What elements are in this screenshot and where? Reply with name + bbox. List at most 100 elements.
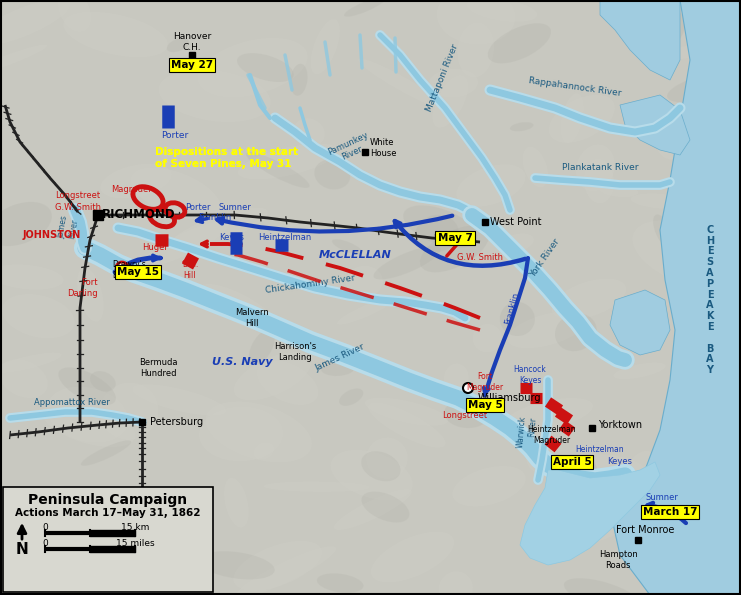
Text: Harrison's
Landing: Harrison's Landing [274, 342, 316, 362]
Ellipse shape [497, 233, 534, 253]
Ellipse shape [576, 458, 597, 481]
Ellipse shape [711, 24, 741, 64]
Ellipse shape [656, 126, 691, 160]
Text: Hanover
C.H.: Hanover C.H. [173, 32, 211, 52]
Ellipse shape [257, 361, 318, 405]
Text: White
House: White House [370, 138, 396, 158]
Ellipse shape [633, 220, 741, 289]
Ellipse shape [238, 143, 338, 179]
Text: Longstreet: Longstreet [56, 190, 101, 199]
Text: March 17: March 17 [642, 507, 697, 517]
Ellipse shape [0, 559, 18, 595]
Ellipse shape [439, 571, 473, 595]
Ellipse shape [614, 362, 665, 379]
Ellipse shape [574, 523, 623, 544]
Ellipse shape [648, 538, 741, 595]
Ellipse shape [452, 466, 526, 506]
Ellipse shape [332, 239, 362, 255]
Ellipse shape [631, 193, 688, 209]
Ellipse shape [679, 135, 741, 164]
Ellipse shape [467, 0, 537, 21]
Ellipse shape [368, 403, 445, 447]
Ellipse shape [345, 266, 383, 298]
Ellipse shape [432, 76, 468, 127]
Ellipse shape [90, 371, 116, 392]
Ellipse shape [659, 486, 721, 535]
Ellipse shape [365, 397, 448, 425]
Ellipse shape [366, 437, 408, 479]
Ellipse shape [0, 264, 64, 290]
Ellipse shape [337, 298, 395, 325]
Text: Porter: Porter [162, 130, 189, 139]
Ellipse shape [249, 330, 275, 365]
Ellipse shape [151, 552, 210, 595]
Ellipse shape [59, 0, 91, 32]
Text: May 5: May 5 [468, 400, 502, 410]
Text: Dispositions at the start
of Seven Pines, May 31: Dispositions at the start of Seven Pines… [155, 147, 298, 169]
Ellipse shape [361, 451, 400, 481]
Ellipse shape [100, 164, 171, 198]
Ellipse shape [457, 23, 494, 77]
Ellipse shape [339, 389, 363, 406]
Text: Hampton
Roads: Hampton Roads [599, 550, 637, 569]
Text: Fort
Darling: Fort Darling [67, 278, 98, 298]
Ellipse shape [561, 93, 584, 143]
Ellipse shape [362, 491, 410, 522]
Ellipse shape [576, 145, 615, 191]
Ellipse shape [626, 451, 665, 506]
Polygon shape [520, 462, 660, 565]
Ellipse shape [584, 159, 614, 203]
Text: C
H
E
S
A
P
E
A
K
E

B
A
Y: C H E S A P E A K E B A Y [706, 225, 714, 375]
Ellipse shape [444, 400, 488, 428]
Ellipse shape [456, 164, 525, 206]
Ellipse shape [416, 215, 459, 252]
Ellipse shape [159, 70, 270, 122]
Ellipse shape [0, 45, 47, 76]
Ellipse shape [499, 302, 535, 336]
Ellipse shape [549, 95, 615, 143]
Text: D.H.
Hill: D.H. Hill [182, 260, 198, 280]
Ellipse shape [133, 384, 226, 415]
Text: 15 km: 15 km [121, 522, 149, 531]
Text: N: N [16, 543, 28, 558]
Polygon shape [620, 95, 690, 155]
Ellipse shape [473, 324, 502, 352]
Text: Rappahannock River: Rappahannock River [528, 76, 622, 98]
Text: Fort Monroe: Fort Monroe [616, 525, 674, 535]
Text: Petersburg: Petersburg [150, 417, 203, 427]
Text: James River: James River [313, 343, 366, 374]
Ellipse shape [131, 168, 221, 220]
Circle shape [116, 262, 128, 274]
Ellipse shape [167, 38, 189, 52]
Text: April 5: April 5 [553, 457, 591, 467]
Text: Peninsula Campaign: Peninsula Campaign [28, 493, 187, 507]
Text: Fort
Magruder: Fort Magruder [466, 372, 504, 392]
Ellipse shape [692, 346, 722, 375]
Text: 0: 0 [42, 538, 48, 547]
Text: G.W. Smith: G.W. Smith [55, 202, 101, 211]
Ellipse shape [59, 367, 116, 405]
Ellipse shape [358, 59, 446, 109]
Ellipse shape [2, 294, 75, 339]
Ellipse shape [87, 522, 154, 562]
Text: York River: York River [528, 237, 562, 279]
Ellipse shape [224, 478, 249, 528]
Text: May 7: May 7 [438, 233, 473, 243]
Ellipse shape [310, 19, 340, 74]
Ellipse shape [371, 531, 454, 583]
Ellipse shape [685, 494, 715, 518]
Ellipse shape [436, 0, 515, 45]
Text: Appomattox River: Appomattox River [34, 398, 110, 407]
Ellipse shape [526, 445, 554, 473]
Ellipse shape [420, 226, 489, 273]
Ellipse shape [142, 221, 228, 267]
Text: Porter: Porter [185, 203, 210, 212]
Ellipse shape [53, 519, 100, 555]
Text: 15 miles: 15 miles [116, 538, 154, 547]
Ellipse shape [199, 551, 275, 580]
Text: U.S. Navy: U.S. Navy [212, 357, 272, 367]
Ellipse shape [444, 364, 468, 392]
Ellipse shape [236, 546, 336, 595]
Ellipse shape [0, 558, 64, 595]
Text: Huger: Huger [142, 243, 168, 252]
